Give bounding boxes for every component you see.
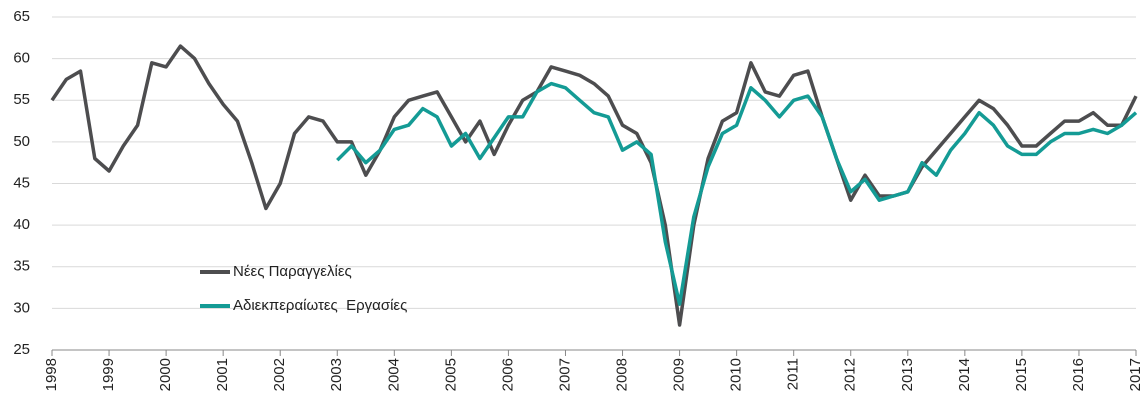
x-tick-label: 1998 (43, 358, 60, 391)
x-tick-label: 2001 (214, 358, 231, 391)
x-tick-label: 2007 (556, 358, 573, 391)
x-tick-label: 2016 (1070, 358, 1087, 391)
x-tick-label: 2017 (1127, 358, 1144, 391)
y-tick-label: 55 (13, 91, 30, 108)
x-tick-label: 2015 (1013, 358, 1030, 391)
x-tick-label: 1999 (100, 358, 117, 391)
x-tick-label: 2012 (842, 358, 859, 391)
x-tick-label: 2008 (613, 358, 630, 391)
y-tick-label: 45 (13, 174, 30, 191)
y-tick-label: 25 (13, 341, 30, 358)
y-tick-label: 65 (13, 8, 30, 25)
x-tick-label: 2002 (271, 358, 288, 391)
x-tick-label: 2014 (956, 358, 973, 391)
x-tick-label: 2009 (671, 358, 688, 391)
series-line (336, 81, 1138, 306)
x-tick-label: 2004 (385, 358, 402, 391)
x-tick-label: 2010 (728, 358, 745, 391)
legend-label: Αδιεκπεραίωτες Εργασίες (233, 297, 407, 314)
y-tick-label: 35 (13, 258, 30, 275)
y-tick-label: 50 (13, 133, 30, 150)
x-tick-label: 2000 (157, 358, 174, 391)
x-tick-label: 2013 (899, 358, 916, 391)
x-tick-label: 2005 (442, 358, 459, 391)
legend-label: Νέες Παραγγελίες (233, 263, 352, 280)
x-tick-label: 2011 (785, 358, 802, 390)
y-tick-label: 60 (13, 50, 30, 67)
series-line (50, 44, 1138, 327)
x-tick-label: 2003 (328, 358, 345, 391)
y-tick-label: 40 (13, 216, 30, 233)
y-tick-label: 30 (13, 299, 30, 316)
x-tick-label: 2006 (499, 358, 516, 391)
